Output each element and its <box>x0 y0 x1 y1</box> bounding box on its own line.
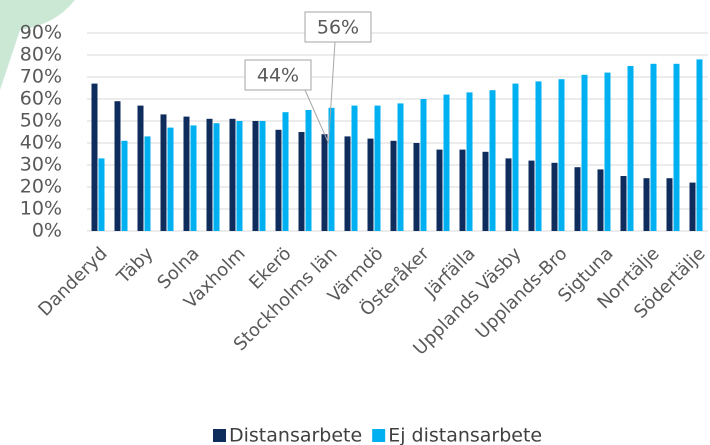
bar <box>352 106 358 231</box>
bar <box>483 152 489 231</box>
bar <box>122 141 128 231</box>
bar <box>253 121 259 231</box>
y-tick-label: 40% <box>20 132 62 154</box>
y-tick-label: 30% <box>20 154 62 176</box>
bar <box>237 121 243 231</box>
bar <box>214 123 220 231</box>
chart: 0%10%20%30%40%50%60%70%80%90% DanderydTäb… <box>0 0 710 445</box>
bar <box>283 112 289 231</box>
bar <box>168 128 174 231</box>
bar <box>306 110 312 231</box>
bar <box>460 150 466 231</box>
bar <box>99 158 105 231</box>
bar <box>322 134 328 231</box>
y-tick-label: 90% <box>20 22 62 44</box>
bar <box>276 130 282 231</box>
annotation: 56% <box>317 17 359 39</box>
bar <box>536 81 542 231</box>
bar <box>490 90 496 231</box>
bar <box>575 167 581 231</box>
bar <box>138 106 144 231</box>
bar <box>467 92 473 231</box>
y-tick-label: 0% <box>32 220 62 242</box>
bar <box>92 84 98 231</box>
legend-swatch <box>372 429 385 442</box>
bar <box>552 163 558 231</box>
bar <box>260 121 266 231</box>
bar <box>184 117 190 231</box>
x-tick-label: Täby <box>112 243 158 289</box>
bar <box>513 84 519 231</box>
bar <box>375 106 381 231</box>
bar <box>115 101 121 231</box>
bar <box>444 95 450 231</box>
bar <box>651 64 657 231</box>
y-tick-label: 60% <box>20 88 62 110</box>
bar <box>628 66 634 231</box>
x-tick-label: Danderyd <box>34 243 111 320</box>
annotation: 44% <box>257 65 299 87</box>
bar <box>345 136 351 231</box>
bar <box>368 139 374 231</box>
bar <box>674 64 680 231</box>
bar <box>207 119 213 231</box>
bar <box>391 141 397 231</box>
y-tick-label: 50% <box>20 110 62 132</box>
bar <box>161 114 167 231</box>
bar <box>598 169 604 231</box>
bar <box>437 150 443 231</box>
y-tick-label: 70% <box>20 66 62 88</box>
bar <box>421 99 427 231</box>
y-tick-label: 20% <box>20 176 62 198</box>
bar <box>230 119 236 231</box>
bar <box>559 79 565 231</box>
bar <box>644 178 650 231</box>
bar <box>605 73 611 231</box>
legend-swatch <box>213 429 226 442</box>
bar <box>145 136 151 231</box>
legend-label: Distansarbete <box>229 425 362 445</box>
bar <box>191 125 197 231</box>
legend-label: Ej distansarbete <box>388 425 542 445</box>
y-tick-label: 80% <box>20 44 62 66</box>
bar <box>667 178 673 231</box>
bar <box>506 158 512 231</box>
bar <box>697 59 703 231</box>
bar <box>582 75 588 231</box>
y-tick-label: 10% <box>20 198 62 220</box>
bar <box>690 183 696 231</box>
bar <box>621 176 627 231</box>
bar <box>529 161 535 231</box>
bar <box>398 103 404 231</box>
bar <box>414 143 420 231</box>
bar <box>299 132 305 231</box>
